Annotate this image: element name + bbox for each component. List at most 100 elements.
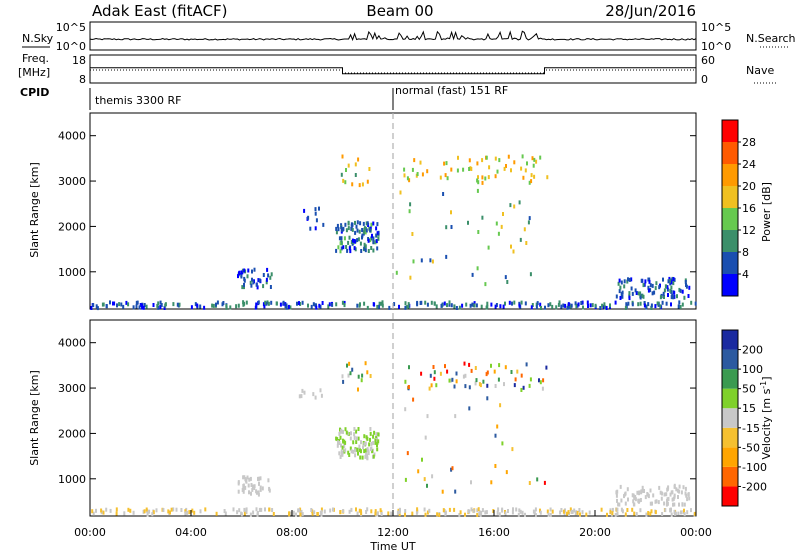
range-cell	[604, 305, 607, 310]
range-cell	[335, 226, 338, 231]
range-cell	[457, 155, 459, 160]
range-cell	[370, 246, 373, 250]
range-cell	[631, 302, 634, 307]
range-cell	[639, 508, 642, 513]
range-cell	[578, 508, 581, 512]
range-cell	[448, 378, 451, 383]
range-cell	[468, 362, 471, 367]
range-cell	[343, 300, 346, 305]
range-cell	[299, 302, 302, 306]
range-cell	[521, 510, 524, 515]
range-cell	[615, 294, 618, 299]
range-cell	[661, 300, 664, 305]
range-cell	[616, 498, 618, 503]
range-cell	[398, 507, 401, 512]
range-cell	[404, 477, 407, 482]
range-cell	[266, 267, 269, 272]
range-cell	[467, 220, 469, 225]
range-cell	[471, 302, 474, 307]
range-cell	[346, 248, 349, 253]
range-cell	[237, 274, 239, 279]
range-cell	[358, 229, 361, 234]
range-cell	[693, 511, 696, 516]
range-cell	[606, 512, 608, 517]
range-cell	[155, 508, 158, 513]
range-cell	[640, 489, 643, 494]
range-cell	[343, 444, 346, 448]
range-cell	[244, 478, 247, 483]
range-cell	[258, 278, 261, 283]
range-cell	[551, 304, 554, 309]
range-cell	[627, 277, 629, 282]
range-cell	[358, 448, 361, 453]
range-cell	[484, 176, 487, 181]
range-cell	[344, 427, 347, 432]
range-cell	[370, 236, 373, 241]
range-cell	[570, 303, 573, 308]
cpid-label: CPID	[20, 86, 49, 99]
range-cell	[361, 455, 364, 460]
range-cell	[408, 178, 411, 183]
range-cell	[456, 168, 459, 173]
range-cell	[533, 174, 536, 179]
range-cell	[355, 436, 358, 441]
range-cell	[257, 490, 260, 495]
range-cell	[678, 287, 681, 292]
range-cell	[474, 381, 477, 386]
range-cell	[404, 305, 407, 310]
range-cell	[642, 488, 644, 493]
range-cell	[367, 451, 370, 456]
range-cell	[129, 508, 132, 513]
range-cell	[643, 303, 646, 308]
range-cell	[212, 303, 215, 308]
range-cell	[476, 188, 479, 193]
range-cell	[647, 302, 650, 307]
range-cell	[424, 300, 427, 305]
range-cell	[151, 512, 154, 517]
range-cell	[649, 288, 652, 293]
range-cell	[512, 507, 514, 512]
range-cell	[264, 300, 267, 305]
range-cell	[287, 304, 290, 309]
range-cell	[525, 241, 528, 245]
range-cell	[374, 240, 377, 245]
colorbar-swatch	[722, 208, 738, 230]
time-tick-label: 04:00	[175, 526, 207, 539]
range-cell	[362, 445, 364, 450]
range-cell	[190, 305, 193, 310]
range-cell	[196, 303, 199, 308]
range-cell	[96, 306, 99, 311]
range-cell	[624, 306, 627, 310]
range-cell	[420, 371, 423, 376]
range-tick-label: 1000	[58, 266, 86, 279]
range-cell	[532, 163, 535, 168]
range-cell	[426, 302, 429, 307]
range-cell	[481, 215, 484, 220]
colorbar-tick-label: 28	[742, 136, 756, 149]
range-cell	[416, 300, 419, 305]
range-cell	[665, 492, 668, 497]
range-cell	[251, 269, 253, 274]
range-cell	[240, 270, 243, 275]
range-cell	[621, 509, 624, 514]
range-cell	[588, 510, 591, 515]
range-cell	[506, 280, 509, 284]
range-cell	[631, 291, 634, 296]
range-cell	[176, 302, 179, 307]
range-cell	[510, 168, 512, 173]
velocity-scatter	[91, 361, 696, 518]
range-cell	[188, 510, 191, 515]
range-cell	[204, 507, 207, 512]
range-cell	[413, 158, 416, 163]
range-cell	[651, 501, 653, 506]
range-cell	[633, 511, 636, 516]
range-cell	[211, 303, 214, 308]
colorbar-swatch	[722, 186, 738, 208]
range-cell	[560, 508, 563, 512]
range-cell	[246, 274, 249, 279]
range-cell	[431, 259, 434, 264]
range-cell	[375, 239, 378, 244]
colorbar-tick-label: 4	[742, 268, 749, 281]
range-cell	[364, 441, 367, 446]
range-cell	[237, 303, 240, 308]
